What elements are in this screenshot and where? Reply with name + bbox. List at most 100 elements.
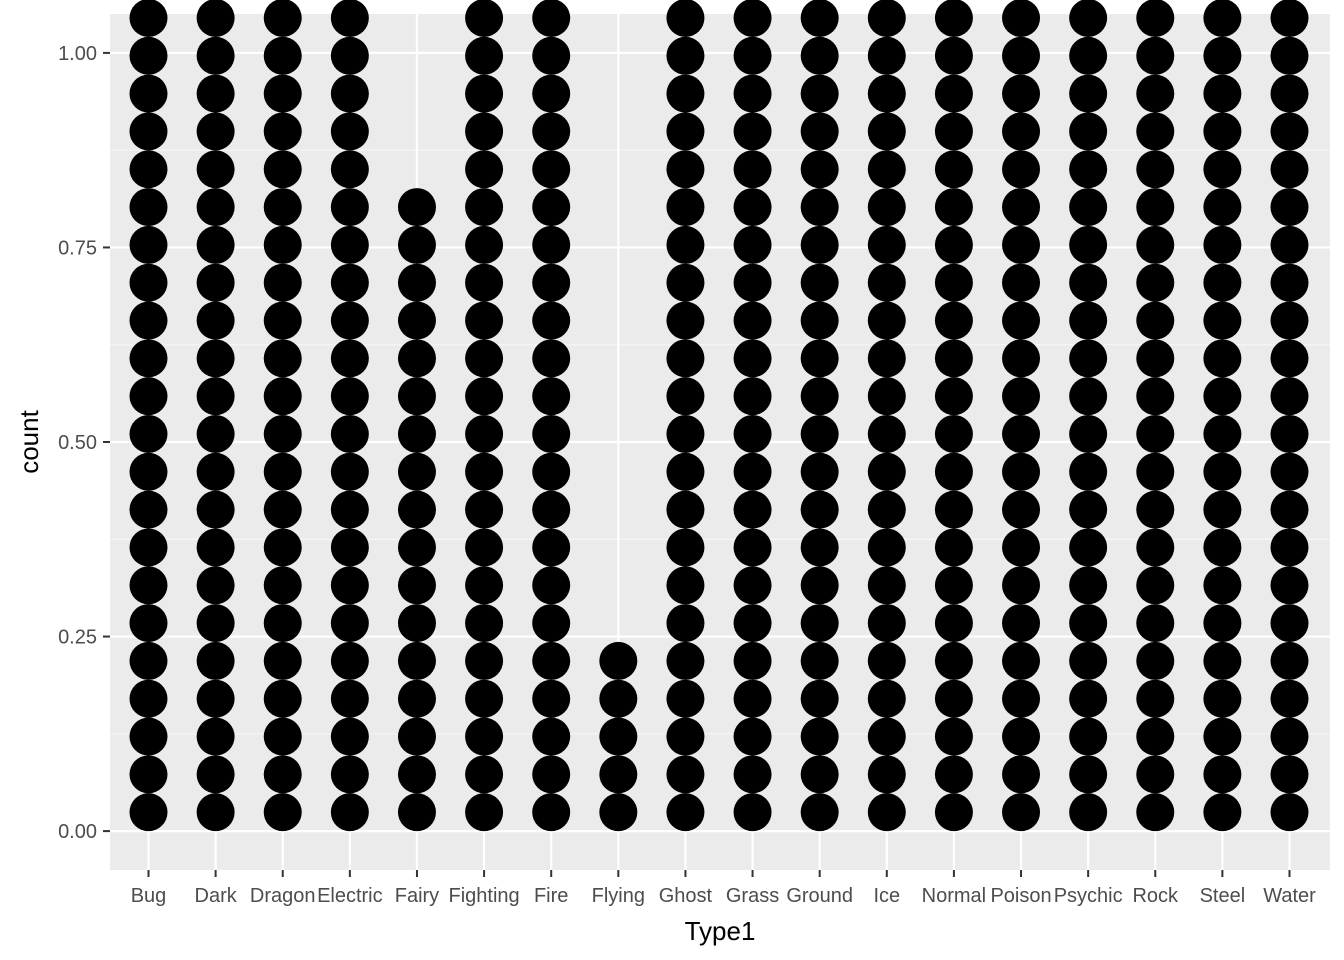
dot-normal	[934, 188, 973, 227]
dot-bug	[129, 225, 168, 264]
x-axis-title: Type1	[685, 916, 756, 946]
dot-ice	[867, 339, 906, 378]
dot-electric	[330, 490, 369, 529]
dot-steel	[1203, 0, 1242, 37]
dot-normal	[934, 679, 973, 718]
dot-rock	[1136, 301, 1175, 340]
dot-steel	[1203, 112, 1242, 151]
dot-fighting	[465, 263, 504, 302]
y-tick-label: 1.00	[58, 43, 97, 65]
dot-steel	[1203, 225, 1242, 264]
dot-psychic	[1069, 377, 1108, 416]
dot-dragon	[263, 263, 302, 302]
dot-electric	[330, 717, 369, 756]
dot-rock	[1136, 150, 1175, 189]
dot-water	[1270, 301, 1309, 340]
dot-fairy	[397, 679, 436, 718]
dot-fairy	[397, 793, 436, 832]
dot-normal	[934, 112, 973, 151]
dot-rock	[1136, 112, 1175, 151]
dot-rock	[1136, 755, 1175, 794]
dot-rock	[1136, 528, 1175, 567]
dot-dragon	[263, 36, 302, 75]
dot-ground	[800, 755, 839, 794]
dot-ground	[800, 225, 839, 264]
dot-poison	[1002, 452, 1041, 491]
dot-rock	[1136, 452, 1175, 491]
dot-fire	[532, 377, 571, 416]
dot-bug	[129, 263, 168, 302]
dot-dragon	[263, 755, 302, 794]
dot-bug	[129, 0, 168, 37]
dot-poison	[1002, 188, 1041, 227]
dot-water	[1270, 679, 1309, 718]
dot-bug	[129, 36, 168, 75]
y-axis-title: count	[14, 409, 44, 473]
dot-bug	[129, 641, 168, 680]
dot-fire	[532, 36, 571, 75]
dot-ground	[800, 793, 839, 832]
dot-grass	[733, 490, 772, 529]
dot-grass	[733, 377, 772, 416]
dot-steel	[1203, 150, 1242, 189]
dot-bug	[129, 150, 168, 189]
dot-bug	[129, 452, 168, 491]
dot-normal	[934, 566, 973, 605]
dot-fire	[532, 717, 571, 756]
x-tick-label-rock: Rock	[1132, 885, 1179, 907]
x-tick-label-electric: Electric	[317, 885, 383, 907]
dot-psychic	[1069, 301, 1108, 340]
dot-steel	[1203, 188, 1242, 227]
dot-dark	[196, 112, 235, 151]
dot-psychic	[1069, 74, 1108, 113]
dot-psychic	[1069, 0, 1108, 37]
dot-dark	[196, 566, 235, 605]
dot-poison	[1002, 225, 1041, 264]
dot-ground	[800, 301, 839, 340]
dot-water	[1270, 793, 1309, 832]
dot-fairy	[397, 641, 436, 680]
dot-psychic	[1069, 225, 1108, 264]
dot-dark	[196, 188, 235, 227]
dot-normal	[934, 0, 973, 37]
dot-water	[1270, 566, 1309, 605]
dot-electric	[330, 793, 369, 832]
dot-dark	[196, 0, 235, 37]
dot-ghost	[666, 74, 705, 113]
dot-flying	[599, 679, 638, 718]
dot-bug	[129, 528, 168, 567]
dot-electric	[330, 377, 369, 416]
dot-electric	[330, 225, 369, 264]
dot-dragon	[263, 452, 302, 491]
dot-fighting	[465, 679, 504, 718]
dot-rock	[1136, 263, 1175, 302]
dot-ice	[867, 679, 906, 718]
dot-flying	[599, 755, 638, 794]
dot-steel	[1203, 452, 1242, 491]
dot-psychic	[1069, 755, 1108, 794]
dot-water	[1270, 74, 1309, 113]
dot-fairy	[397, 301, 436, 340]
dot-electric	[330, 414, 369, 453]
dot-steel	[1203, 414, 1242, 453]
dot-fighting	[465, 566, 504, 605]
dot-steel	[1203, 377, 1242, 416]
dot-dark	[196, 793, 235, 832]
dot-ice	[867, 717, 906, 756]
dot-rock	[1136, 188, 1175, 227]
x-axis: Bug Dark Dragon Electric Fairy Fighting Fire Fl…	[131, 870, 1316, 907]
dot-fire	[532, 188, 571, 227]
dot-fighting	[465, 301, 504, 340]
dot-electric	[330, 452, 369, 491]
dot-ground	[800, 566, 839, 605]
dot-water	[1270, 36, 1309, 75]
dot-fairy	[397, 414, 436, 453]
dot-electric	[330, 150, 369, 189]
dot-poison	[1002, 717, 1041, 756]
dot-poison	[1002, 150, 1041, 189]
dot-ghost	[666, 36, 705, 75]
dot-ghost	[666, 755, 705, 794]
dot-dragon	[263, 225, 302, 264]
dot-fairy	[397, 339, 436, 378]
dot-poison	[1002, 36, 1041, 75]
